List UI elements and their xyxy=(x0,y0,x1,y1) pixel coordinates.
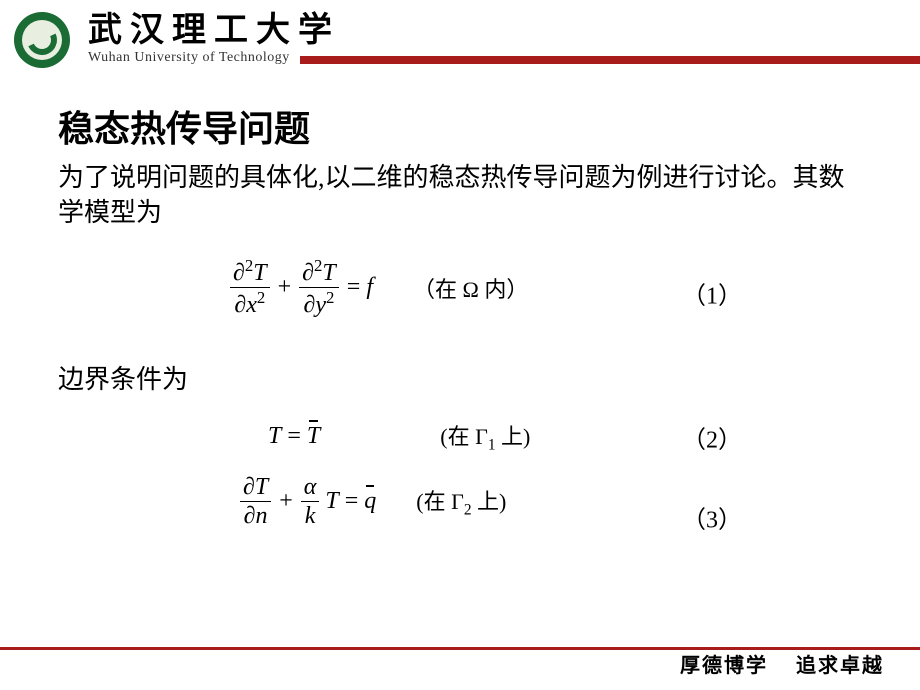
equation-1-block: ∂2T ∂x2 + ∂2T ∂y2 = f （在 Ω 内） （1） xyxy=(58,258,862,328)
university-logo xyxy=(14,12,70,68)
equation-2: T = T (在 Γ1 上) xyxy=(268,419,530,454)
motto-1: 厚德博学 xyxy=(680,655,768,677)
boundary-condition-label: 边界条件为 xyxy=(58,362,862,397)
slide-footer: 厚德博学 追求卓越 xyxy=(680,649,884,678)
equation-3-block: ∂T ∂n + α k T = q (在 Γ2 上) （3） xyxy=(58,475,862,545)
equation-3-number: （3） xyxy=(682,500,742,535)
motto-2: 追求卓越 xyxy=(796,655,884,677)
slide-title: 稳态热传导问题 xyxy=(58,100,862,152)
equation-2-block: T = T (在 Γ1 上) （2） xyxy=(58,409,862,465)
slide-header: 武汉理工大学 Wuhan University of Technology xyxy=(0,0,920,72)
equation-1: ∂2T ∂x2 + ∂2T ∂y2 = f （在 Ω 内） xyxy=(228,258,528,317)
header-red-bar xyxy=(300,56,920,64)
equation-1-domain: （在 Ω 内） xyxy=(413,272,528,304)
equation-2-number: （2） xyxy=(682,420,742,455)
slide-content: 稳态热传导问题 为了说明问题的具体化,以二维的稳态热传导问题为例进行讨论。其数学… xyxy=(0,72,920,545)
equation-1-number: （1） xyxy=(682,276,742,311)
university-name-cn: 武汉理工大学 xyxy=(88,14,340,48)
intro-paragraph: 为了说明问题的具体化,以二维的稳态热传导问题为例进行讨论。其数学模型为 xyxy=(58,160,862,230)
equation-3: ∂T ∂n + α k T = q (在 Γ2 上) xyxy=(238,475,506,528)
